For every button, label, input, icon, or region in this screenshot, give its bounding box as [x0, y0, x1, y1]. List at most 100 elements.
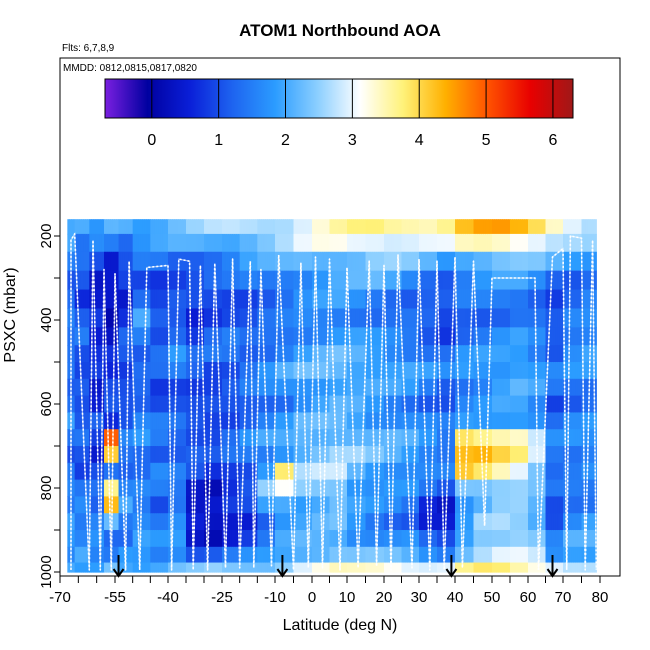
- heatmap-cell: [71, 546, 74, 564]
- heatmap-cell: [465, 345, 468, 363]
- heatmap-cell: [241, 327, 245, 346]
- heatmap-cell: [445, 530, 448, 548]
- heatmap-cell: [359, 412, 362, 430]
- heatmap-cell: [349, 270, 352, 291]
- heatmap-cell: [425, 270, 428, 291]
- heatmap-cell: [365, 270, 369, 291]
- heatmap-cell: [343, 446, 346, 464]
- heatmap-cell: [114, 496, 118, 514]
- heatmap-cell: [253, 446, 256, 464]
- heatmap-cell: [479, 327, 483, 346]
- heatmap-cell: [489, 496, 493, 514]
- heatmap-cell: [359, 562, 362, 573]
- heatmap-cell: [353, 496, 356, 514]
- heatmap-cell: [225, 546, 229, 564]
- heatmap-cell: [223, 530, 227, 548]
- heatmap-cell: [473, 462, 477, 481]
- heatmap-cell: [347, 562, 350, 573]
- heatmap-cell: [453, 429, 456, 447]
- heatmap-cell: [355, 395, 358, 413]
- heatmap-cell: [347, 429, 350, 447]
- heatmap-cell: [263, 429, 266, 447]
- heatmap-cell: [411, 270, 414, 291]
- heatmap-cell: [457, 513, 460, 531]
- heatmap-cell: [323, 395, 327, 413]
- heatmap-cell: [341, 251, 344, 272]
- heatmap-cell: [433, 429, 436, 447]
- heatmap-cell: [104, 233, 107, 253]
- heatmap-cell: [473, 308, 477, 328]
- heatmap-cell: [124, 251, 128, 272]
- heatmap-cell: [417, 308, 420, 328]
- heatmap-cell: [243, 429, 247, 447]
- heatmap-cell: [218, 546, 221, 564]
- heatmap-cell: [363, 345, 367, 363]
- heatmap-cell: [393, 308, 397, 328]
- heatmap-cell: [349, 462, 352, 481]
- heatmap-cell: [255, 289, 258, 310]
- heatmap-cell: [106, 562, 109, 573]
- heatmap-cell: [134, 219, 138, 235]
- heatmap-cell: [154, 546, 157, 564]
- heatmap-cell: [251, 345, 254, 363]
- heatmap-cell: [188, 378, 191, 397]
- heatmap-cell: [192, 362, 195, 380]
- heatmap-cell: [477, 429, 481, 447]
- heatmap-cell: [281, 308, 284, 328]
- heatmap-cell: [451, 219, 454, 235]
- heatmap-cell: [259, 378, 262, 397]
- heatmap-cell: [241, 395, 245, 413]
- heatmap-cell: [196, 562, 199, 573]
- heatmap-cell: [313, 362, 317, 380]
- heatmap-cell: [492, 513, 495, 531]
- heatmap-cell: [347, 362, 350, 380]
- heatmap-cell: [239, 362, 243, 380]
- heatmap-cell: [204, 530, 207, 548]
- heatmap-cell: [379, 289, 383, 310]
- heatmap-cell: [321, 378, 325, 397]
- heatmap-cell: [196, 251, 199, 272]
- heatmap-cell: [483, 562, 487, 573]
- heatmap-cell: [166, 479, 169, 497]
- heatmap-cell: [85, 289, 88, 310]
- heatmap-cell: [160, 412, 163, 430]
- heatmap-cell: [275, 513, 278, 531]
- heatmap-cell: [307, 378, 311, 397]
- heatmap-cell: [437, 479, 440, 497]
- heatmap-cell: [134, 530, 138, 548]
- heatmap-cell: [190, 345, 193, 363]
- heatmap-cell: [455, 345, 458, 363]
- heatmap-cell: [413, 378, 416, 397]
- heatmap-cell: [89, 530, 93, 548]
- heatmap-cell: [152, 270, 155, 291]
- heatmap-cell: [485, 308, 489, 328]
- heatmap-cell: [445, 251, 448, 272]
- heatmap-cell: [439, 530, 442, 548]
- heatmap-cell: [241, 562, 245, 573]
- heatmap-cell: [245, 546, 249, 564]
- heatmap-cell: [247, 251, 251, 272]
- heatmap-cell: [200, 412, 203, 430]
- heatmap-cell: [148, 345, 151, 363]
- heatmap-cell: [180, 530, 183, 548]
- heatmap-cell: [453, 378, 456, 397]
- heatmap-cell: [449, 270, 452, 291]
- heatmap-cell: [233, 395, 237, 413]
- heatmap-cell: [279, 378, 282, 397]
- heatmap-cell: [305, 270, 309, 291]
- heatmap-cell: [229, 233, 233, 253]
- heatmap-cell: [227, 345, 231, 363]
- heatmap-cell: [431, 270, 434, 291]
- heatmap-cell: [355, 378, 358, 397]
- heatmap-cell: [371, 513, 375, 531]
- heatmap-cell: [307, 446, 311, 464]
- heatmap-cell: [277, 219, 280, 235]
- heatmap-cell: [112, 233, 115, 253]
- heatmap-cell: [91, 462, 95, 481]
- heatmap-cell: [445, 378, 448, 397]
- heatmap-cell: [455, 479, 458, 497]
- heatmap-cell: [411, 412, 414, 430]
- heatmap-cell: [435, 233, 438, 253]
- heatmap-cell: [303, 362, 307, 380]
- heatmap-cell: [331, 378, 334, 397]
